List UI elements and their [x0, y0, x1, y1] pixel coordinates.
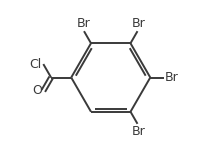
Text: Br: Br	[165, 71, 179, 84]
Text: O: O	[32, 84, 42, 97]
Text: Br: Br	[131, 17, 145, 30]
Text: Cl: Cl	[29, 58, 42, 71]
Text: Br: Br	[131, 125, 145, 138]
Text: Br: Br	[76, 17, 90, 30]
